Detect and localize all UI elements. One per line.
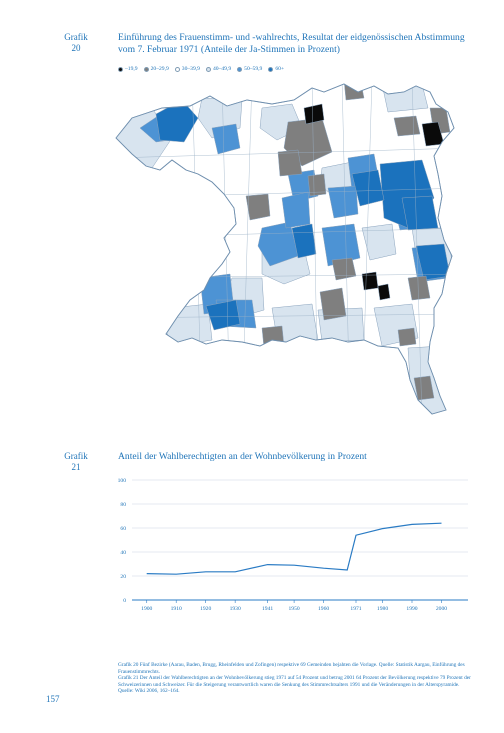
x-tick-label: 2000 [436, 606, 447, 612]
page-number: 157 [46, 694, 60, 704]
x-tick-label: 1971 [350, 606, 361, 612]
municipality-black-3 [361, 271, 379, 291]
municipality-gray-3 [343, 84, 365, 101]
legend-swatch-2 [174, 66, 180, 72]
legend-swatch-3 [205, 66, 211, 72]
municipality-mid-4 [321, 223, 361, 267]
y-tick-label: 100 [118, 478, 127, 484]
legend-item-2: 30–39,9 [174, 66, 200, 72]
aargau-municipality-map [115, 83, 455, 415]
legend-item-3: 40–49,9 [205, 66, 232, 72]
y-tick-label: 0 [123, 598, 126, 604]
municipality-black-1 [303, 103, 325, 125]
x-tick-label: 1900 [141, 606, 152, 612]
graph-21-label: Grafik 21 [64, 451, 88, 472]
municipality-patches [116, 84, 454, 414]
y-tick-label: 60 [120, 526, 126, 532]
municipality-gray-13 [307, 173, 327, 197]
chart-y-tick-labels: 0 20 40 60 80 100 [118, 478, 127, 604]
x-tick-label: 1910 [171, 606, 182, 612]
x-tick-label: 1950 [289, 606, 300, 612]
legend-swatch-1 [143, 66, 149, 72]
footnotes: Grafik 20 Fünf Bezirke (Aarau, Baden, Br… [118, 662, 471, 695]
legend-item-1: 20–29,9 [143, 66, 169, 72]
municipality-gray-12 [413, 375, 435, 401]
chart-x-tick-labels: 1900 1910 1920 1930 1941 1950 1960 1971 1980 1990… [141, 600, 447, 612]
canton-outline [115, 83, 455, 415]
legend-item-5: 60+ [268, 66, 284, 72]
municipality-gray-8 [331, 257, 357, 281]
municipality-gray-2 [277, 149, 303, 177]
eligible-voters-line-chart: 0 20 40 60 80 100 1900 1910 1920 1930 1941 1950 196… [118, 478, 468, 612]
chart-gridlines [132, 479, 468, 601]
legend-item-4: 50–59,9 [237, 66, 262, 72]
municipality-light-12 [361, 223, 397, 261]
municipality-mid-12 [327, 185, 359, 219]
x-tick-label: 1960 [318, 606, 329, 612]
graph-21-title: Anteil der Wahlberechtigten an der Wohnb… [118, 451, 367, 462]
graph-20-title: Einführung des Frauenstimm- und -wahlrec… [118, 32, 465, 55]
municipality-dark-3 [401, 195, 439, 231]
legend-swatch-0 [118, 66, 123, 72]
municipality-mid-2 [211, 123, 241, 155]
municipality-gray-7 [319, 287, 347, 321]
legend-label-1: 20–29,9 [150, 66, 169, 72]
y-tick-label: 20 [120, 574, 126, 580]
municipality-gray-6 [245, 193, 271, 221]
x-tick-label: 1930 [230, 606, 241, 612]
legend-label-0: –19,9 [125, 66, 138, 72]
y-tick-label: 40 [120, 550, 126, 556]
map-body [115, 83, 455, 415]
x-tick-label: 1941 [262, 606, 273, 612]
x-tick-label: 1920 [200, 606, 211, 612]
graph-20-label: Grafik 20 [64, 32, 88, 53]
municipality-gray-9 [261, 325, 285, 349]
chart-series-line [146, 522, 442, 575]
municipality-black-4 [377, 283, 391, 301]
footnote-graph-21: Grafik 21 Der Anteil der Wahlberechtigte… [118, 675, 471, 695]
legend-label-3: 40–49,9 [212, 66, 232, 72]
municipality-gray-11 [397, 327, 417, 347]
y-tick-label: 80 [120, 502, 126, 508]
municipality-dark-6 [205, 299, 241, 331]
municipality-mid-11 [281, 191, 311, 229]
municipality-gray-10 [407, 275, 431, 301]
x-tick-label: 1980 [377, 606, 388, 612]
legend-swatch-4 [237, 66, 243, 72]
legend-label-5: 60+ [275, 66, 285, 72]
footnote-graph-20: Grafik 20 Fünf Bezirke (Aarau, Baden, Br… [118, 662, 465, 675]
legend-item-0: –19,9 [118, 66, 138, 72]
legend-label-4: 50–59,9 [244, 66, 263, 72]
map-legend: –19,9 20–29,9 30–39,9 40–49,9 50–59,9 60… [118, 64, 284, 74]
legend-label-2: 30–39,9 [181, 66, 200, 72]
municipality-gray-4 [393, 115, 421, 137]
x-tick-label: 1990 [406, 606, 417, 612]
legend-swatch-5 [268, 66, 274, 72]
